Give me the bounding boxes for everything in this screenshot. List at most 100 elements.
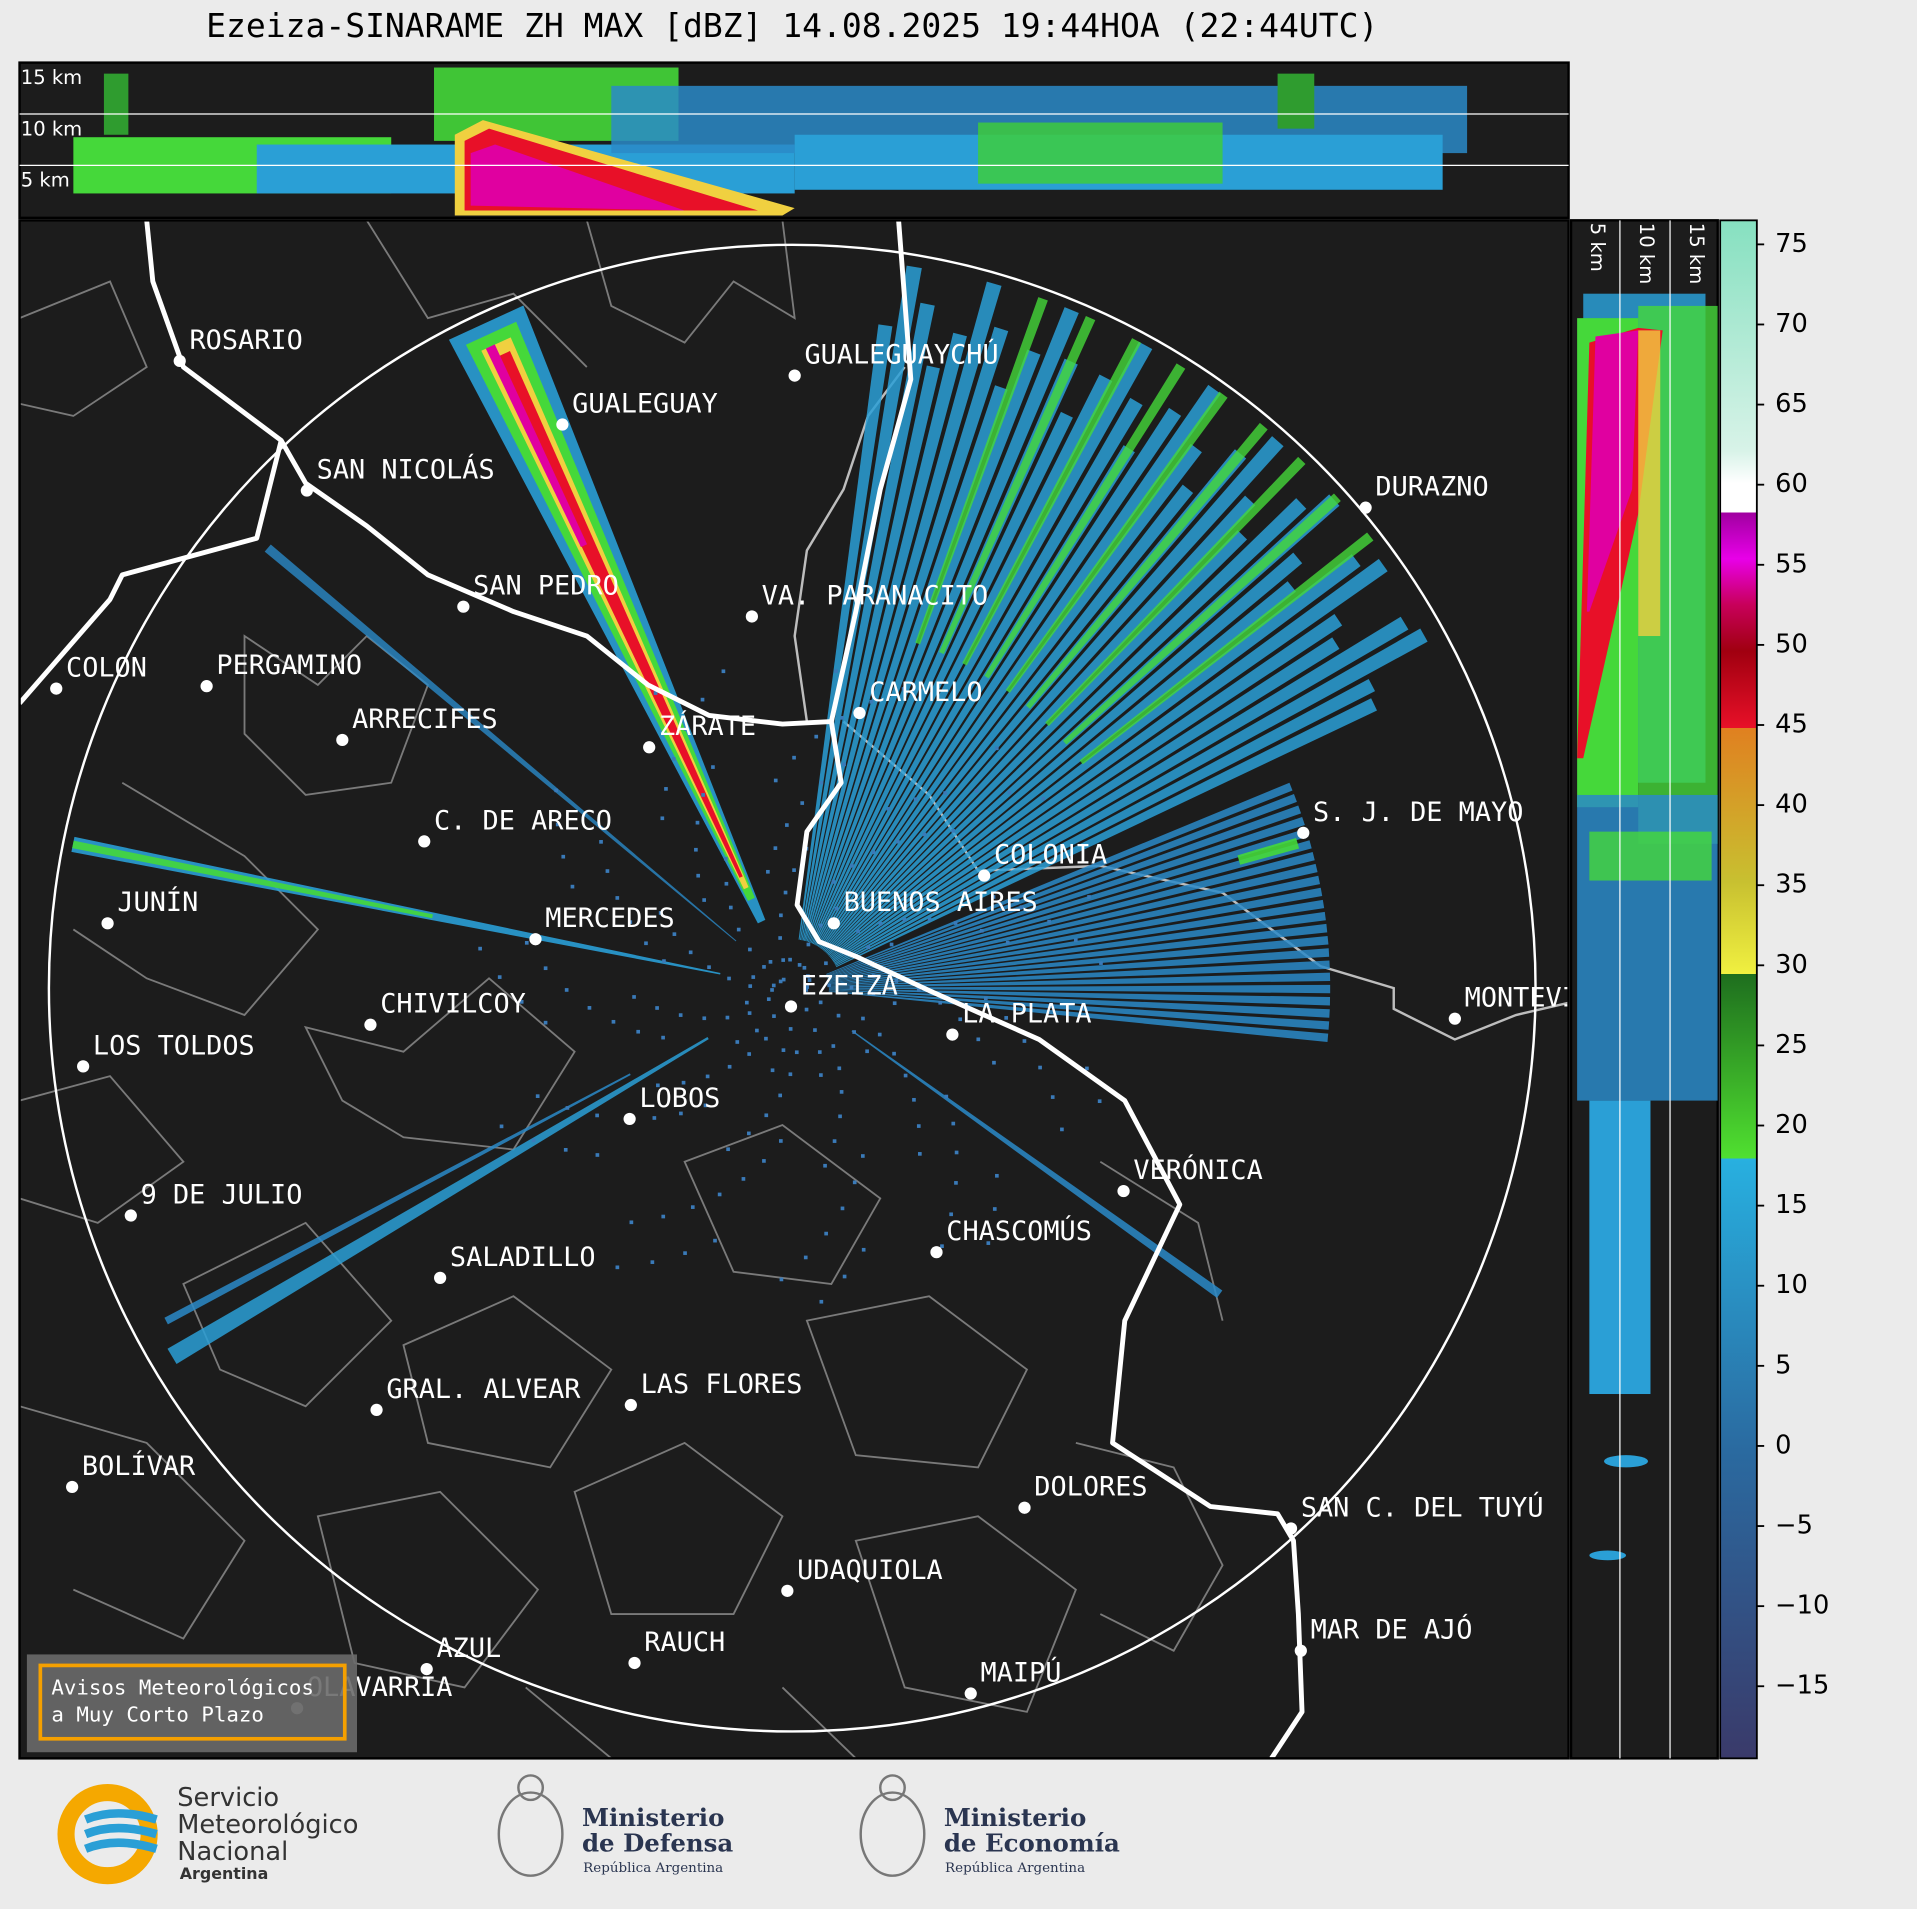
echo bbox=[984, 363, 1186, 679]
clutter bbox=[770, 1068, 775, 1073]
echo bbox=[828, 923, 1328, 985]
clutter bbox=[565, 1106, 570, 1110]
department-borders bbox=[19, 220, 1224, 1759]
logo-text: Meteorológico bbox=[177, 1810, 358, 1840]
clutter bbox=[747, 1011, 752, 1015]
echo bbox=[801, 302, 935, 941]
clutter bbox=[865, 1049, 869, 1054]
clutter bbox=[916, 1124, 921, 1128]
echo bbox=[806, 326, 1009, 942]
colorbar-tick-label: 75 bbox=[1775, 229, 1808, 259]
place-dot bbox=[173, 354, 186, 368]
place-label: 9 DE JULIO bbox=[141, 1179, 303, 1210]
colorbar-tick-label: 5 bbox=[1775, 1350, 1791, 1380]
clutter bbox=[595, 1153, 600, 1157]
clutter bbox=[570, 884, 575, 889]
place-dot bbox=[930, 1246, 943, 1259]
clutter bbox=[892, 1001, 897, 1006]
clutter bbox=[842, 762, 846, 767]
height-label: 10 km bbox=[21, 117, 82, 140]
clutter bbox=[819, 780, 824, 785]
colorbar-tick-label: −15 bbox=[1775, 1671, 1829, 1701]
clutter bbox=[705, 1074, 710, 1079]
colorbar-tick-label: 50 bbox=[1775, 629, 1808, 659]
clutter bbox=[688, 950, 693, 955]
clutter bbox=[871, 991, 876, 996]
clutter bbox=[901, 687, 906, 691]
place-label: PERGAMINO bbox=[216, 650, 362, 681]
echo bbox=[818, 407, 1182, 948]
echo bbox=[915, 297, 1048, 645]
clutter bbox=[852, 1030, 856, 1034]
clutter bbox=[751, 975, 756, 979]
echo bbox=[802, 365, 940, 941]
places: ROSARIO GUALEGUAYCHÚ GUALEGUAY SAN NICOLÁS D… bbox=[50, 325, 1569, 1715]
echo bbox=[799, 265, 922, 940]
echo bbox=[825, 495, 1256, 953]
clutter bbox=[728, 905, 733, 910]
echo bbox=[798, 324, 893, 940]
clutter bbox=[1005, 940, 1010, 945]
place-dot bbox=[946, 1028, 959, 1041]
clutter bbox=[772, 1014, 776, 1018]
clutter bbox=[681, 1080, 686, 1085]
echo bbox=[1045, 456, 1306, 727]
clutter bbox=[672, 932, 677, 936]
clutter bbox=[1041, 796, 1046, 801]
range-ring bbox=[47, 243, 1537, 1733]
echo bbox=[71, 836, 721, 975]
place-dot bbox=[781, 1584, 794, 1597]
colorbar-tick-label: 25 bbox=[1775, 1030, 1808, 1060]
place-dot bbox=[300, 484, 313, 497]
notice-box[interactable] bbox=[26, 1654, 357, 1753]
echo bbox=[164, 1073, 631, 1325]
place-dot bbox=[364, 1018, 377, 1031]
clutter bbox=[995, 1173, 999, 1178]
clutter bbox=[771, 983, 776, 988]
clutter bbox=[764, 1113, 769, 1118]
colorbar-tick-label: 35 bbox=[1775, 870, 1808, 900]
clutter bbox=[1073, 938, 1078, 943]
clutter bbox=[807, 978, 812, 982]
clutter bbox=[832, 1139, 837, 1143]
clutter bbox=[605, 869, 610, 873]
clutter bbox=[700, 697, 705, 702]
clutter bbox=[838, 1114, 842, 1119]
clutter bbox=[690, 1205, 695, 1209]
clutter bbox=[814, 734, 819, 739]
clutter bbox=[644, 941, 648, 946]
clutter bbox=[778, 936, 782, 940]
clutter bbox=[819, 1073, 823, 1077]
map-frame bbox=[18, 219, 1570, 1760]
clutter bbox=[986, 1241, 991, 1245]
clutter bbox=[866, 945, 871, 949]
clutter bbox=[781, 958, 786, 962]
clutter bbox=[856, 929, 860, 934]
clutter bbox=[636, 1029, 641, 1034]
echo bbox=[1237, 837, 1300, 865]
clutter bbox=[499, 1124, 504, 1129]
place-dot bbox=[964, 1687, 977, 1700]
clutter bbox=[781, 977, 786, 982]
clutter bbox=[778, 979, 783, 984]
height-label: 10 km bbox=[1635, 223, 1658, 284]
place-label: GRAL. ALVEAR bbox=[386, 1374, 581, 1405]
clutter bbox=[773, 846, 778, 850]
clutter bbox=[836, 1013, 841, 1018]
clutter bbox=[664, 787, 668, 791]
place-dot bbox=[420, 1662, 433, 1676]
clutter bbox=[1050, 1095, 1055, 1099]
clutter bbox=[954, 1150, 959, 1155]
clutter bbox=[748, 947, 752, 952]
echo bbox=[828, 989, 1330, 1018]
economia-emblem bbox=[859, 1774, 926, 1877]
clutter bbox=[804, 988, 809, 992]
clutter bbox=[817, 1050, 822, 1054]
clutter bbox=[563, 1148, 568, 1152]
clutter bbox=[902, 917, 907, 922]
colorbar-tick-label: −10 bbox=[1775, 1591, 1829, 1621]
clutter bbox=[792, 755, 796, 760]
place-label: LA PLATA bbox=[962, 999, 1091, 1030]
clutter bbox=[804, 1007, 809, 1012]
